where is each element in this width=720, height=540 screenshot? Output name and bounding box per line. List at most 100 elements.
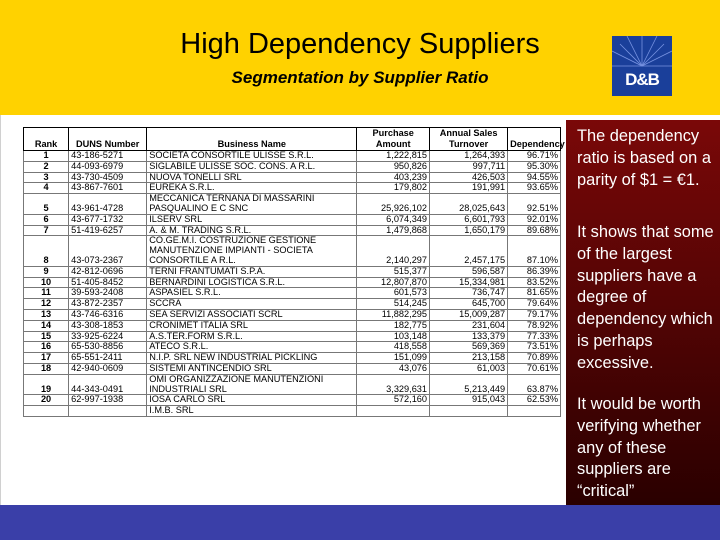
table-row: 8 43-073-2367 CO.GE.M.I. COSTRUZIONE GES… [22, 235, 561, 267]
dependency-cell: 89.68% [507, 224, 561, 237]
duns-cell: 43-677-1732 [68, 213, 148, 226]
business-name-cell: ATECO S.R.L. [146, 341, 358, 354]
business-name-cell: IOSA CARLO SRL [146, 394, 358, 407]
rank-cell: 15 [22, 330, 70, 343]
turnover-cell: 1,650,179 [429, 224, 509, 237]
purchase-amount-cell: 43,076 [356, 362, 431, 375]
rank-cell [22, 405, 70, 417]
business-name-cell: CRONIMET ITALIA SRL [146, 319, 358, 332]
turnover-cell: 15,334,981 [429, 276, 509, 289]
duns-cell: 39-593-2408 [68, 287, 148, 300]
rank-cell: 6 [22, 213, 70, 226]
duns-cell: 62-997-1938 [68, 394, 148, 407]
table-row: 19 44-343-0491 OMI ORGANIZZAZIONE MANUTE… [22, 373, 561, 396]
table-row: 6 43-677-1732 ILSERV SRL 6,074,349 6,601… [22, 213, 561, 226]
purchase-amount-cell: 950,826 [356, 160, 431, 173]
table-row: 18 42-940-0609 SISTEMI ANTINCENDIO SRL 4… [22, 362, 561, 375]
purchase-amount-cell: 12,807,870 [356, 276, 431, 289]
duns-cell: 33-925-6224 [68, 330, 148, 343]
business-name-cell: EUREKA S.R.L. [146, 182, 358, 195]
table-header-row: Rank DUNS Number Business Name Purchase … [22, 127, 565, 151]
duns-cell: 51-405-8452 [68, 276, 148, 289]
table-row: 12 43-872-2357 SCCRA 514,245 645,700 79.… [22, 298, 561, 310]
turnover-cell: 133,379 [429, 330, 509, 343]
purchase-amount-cell: 2,140,297 [356, 235, 431, 267]
table-row: 16 65-530-8856 ATECO S.R.L. 418,558 569,… [22, 341, 561, 354]
dependency-cell: 96.71% [507, 150, 561, 162]
business-name-cell: SOCIETA CONSORTILE ULISSE S.R.L. [146, 150, 358, 162]
dependency-cell [507, 405, 561, 417]
purchase-amount-cell: 572,160 [356, 394, 431, 407]
duns-cell: 43-867-7601 [68, 182, 148, 195]
business-name-cell: NUOVA TONELLI SRL [146, 171, 358, 184]
purchase-amount-cell: 151,099 [356, 352, 431, 364]
duns-cell: 43-961-4728 [68, 193, 148, 215]
table-row: 15 33-925-6224 A.S.TER.FORM S.R.L. 103,1… [22, 330, 561, 343]
rank-cell: 5 [22, 193, 70, 215]
table-row: 20 62-997-1938 IOSA CARLO SRL 572,160 91… [22, 394, 561, 407]
table-row: 3 43-730-4509 NUOVA TONELLI SRL 403,239 … [22, 171, 561, 184]
dependency-cell: 87.10% [507, 235, 561, 267]
turnover-cell: 61,003 [429, 362, 509, 375]
globe-icon [612, 36, 672, 67]
rank-cell: 20 [22, 394, 70, 407]
table-extra-row: I.M.B. SRL [22, 405, 561, 417]
turnover-cell: 191,991 [429, 182, 509, 195]
supplier-table: Rank DUNS Number Business Name Purchase … [22, 127, 565, 417]
dependency-cell: 86.39% [507, 265, 561, 278]
rank-cell: 9 [22, 265, 70, 278]
rank-cell: 1 [22, 150, 70, 162]
dependency-cell: 81.65% [507, 287, 561, 300]
rank-cell: 18 [22, 362, 70, 375]
duns-cell: 51-419-6257 [68, 224, 148, 237]
column-header-dependency: Dependency [507, 127, 565, 151]
dependency-cell: 77.33% [507, 330, 561, 343]
column-header-business-name: Business Name [146, 127, 358, 151]
purchase-amount-cell: 1,222,815 [356, 150, 431, 162]
column-header-rank: Rank [22, 127, 70, 151]
table-row: 1 43-186-5271 SOCIETA CONSORTILE ULISSE … [22, 150, 561, 162]
dependency-cell: 78.92% [507, 319, 561, 332]
business-name-cell: N.I.P. SRL NEW INDUSTRIAL PICKLING [146, 352, 358, 364]
rank-cell: 13 [22, 308, 70, 321]
business-name-cell: ILSERV SRL [146, 213, 358, 226]
purchase-amount-cell: 179,802 [356, 182, 431, 195]
purchase-amount-cell: 601,573 [356, 287, 431, 300]
duns-cell: 42-812-0696 [68, 265, 148, 278]
business-name-cell: A.S.TER.FORM S.R.L. [146, 330, 358, 343]
table-row: 10 51-405-8452 BERNARDINI LOGISTICA S.R.… [22, 276, 561, 289]
dnb-logo: D&B [612, 36, 672, 96]
supplier-table-container: Rank DUNS Number Business Name Purchase … [22, 127, 565, 417]
business-name-cell: MECCANICA TERNANA DI MASSARINI PASQUALIN… [146, 193, 358, 215]
dependency-cell: 70.61% [507, 362, 561, 375]
purchase-amount-cell: 103,148 [356, 330, 431, 343]
turnover-cell: 28,025,643 [429, 193, 509, 215]
dependency-cell: 63.87% [507, 373, 561, 396]
column-header-turnover: Annual Sales Turnover [429, 127, 509, 151]
duns-cell: 43-308-1853 [68, 319, 148, 332]
table-row: 2 44-093-6979 SIGLABILE ULISSE SOC. CONS… [22, 160, 561, 173]
column-header-duns: DUNS Number [68, 127, 148, 151]
business-name-cell: ASPASIEL S.R.L. [146, 287, 358, 300]
duns-cell: 43-730-4509 [68, 171, 148, 184]
purchase-amount-cell: 6,074,349 [356, 213, 431, 226]
turnover-cell: 213,158 [429, 352, 509, 364]
rank-cell: 4 [22, 182, 70, 195]
duns-cell: 43-073-2367 [68, 235, 148, 267]
dependency-cell: 92.01% [507, 213, 561, 226]
dependency-cell: 73.51% [507, 341, 561, 354]
business-name-cell: SISTEMI ANTINCENDIO SRL [146, 362, 358, 375]
logo-text: D&B [625, 70, 660, 89]
page-subtitle: Segmentation by Supplier Ratio [231, 68, 489, 87]
duns-cell: 43-872-2357 [68, 298, 148, 310]
turnover-cell: 231,604 [429, 319, 509, 332]
purchase-amount-cell: 1,479,868 [356, 224, 431, 237]
table-row: 4 43-867-7601 EUREKA S.R.L. 179,802 191,… [22, 182, 561, 195]
purchase-amount-cell: 418,558 [356, 341, 431, 354]
table-row: 11 39-593-2408 ASPASIEL S.R.L. 601,573 7… [22, 287, 561, 300]
turnover-cell: 15,009,287 [429, 308, 509, 321]
turnover-cell: 2,457,175 [429, 235, 509, 267]
turnover-cell: 736,747 [429, 287, 509, 300]
dependency-cell: 83.52% [507, 276, 561, 289]
dependency-cell: 93.65% [507, 182, 561, 195]
